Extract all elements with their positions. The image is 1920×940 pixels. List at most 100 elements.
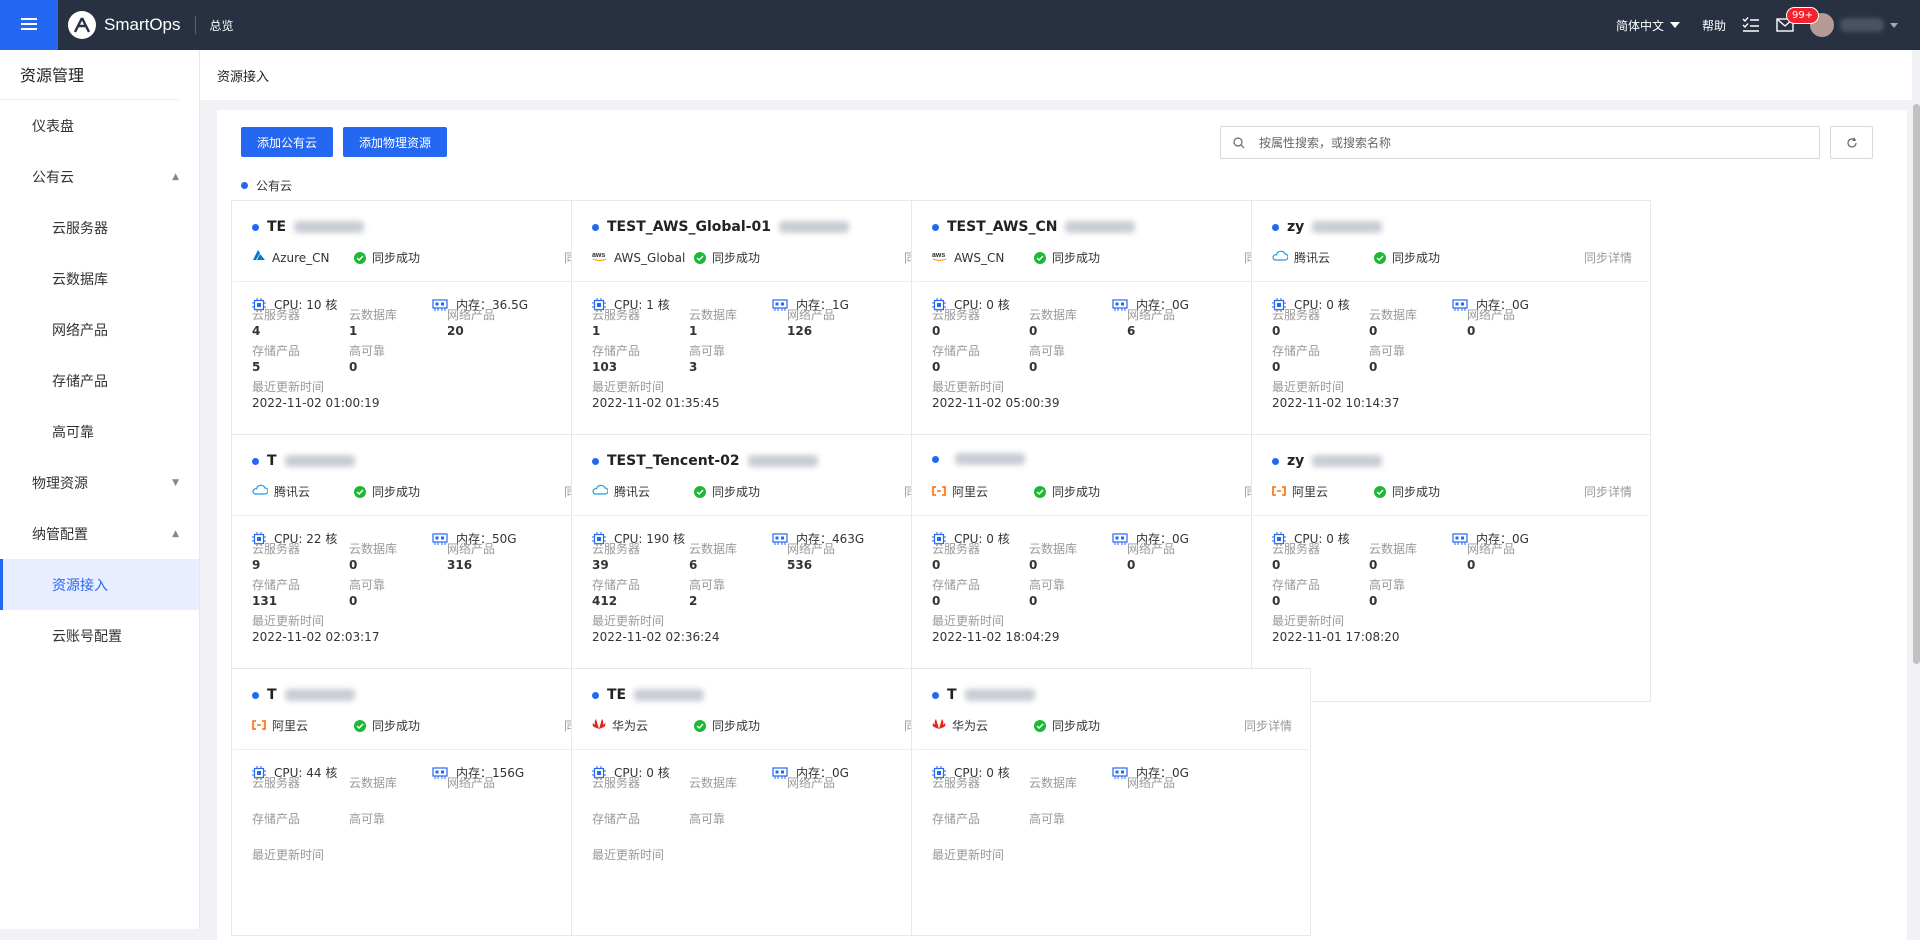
- network-count: 0: [1467, 558, 1476, 572]
- cpu-label: CPU:: [614, 298, 647, 312]
- provider: aws AWS_Global: [592, 250, 694, 265]
- card-title: zy: [1272, 219, 1383, 235]
- card-title: TE: [592, 687, 705, 703]
- ha-count: 0: [349, 360, 358, 374]
- storage-count-label: 存储产品: [932, 578, 981, 592]
- sidebar-item[interactable]: 资源接入: [0, 559, 199, 610]
- help-link[interactable]: 帮助: [1701, 18, 1726, 33]
- card-dot-icon: [592, 457, 599, 465]
- card-name-redacted: [964, 689, 1035, 701]
- sidebar-item[interactable]: 物理资源 ▼: [0, 457, 199, 508]
- provider: 腾讯云: [252, 483, 354, 500]
- sidebar-item-label: 仪表盘: [32, 118, 74, 135]
- memory-icon: [772, 298, 788, 311]
- menu-toggle-button[interactable]: [0, 0, 58, 50]
- cpu-label: CPU:: [274, 298, 307, 312]
- cpu-icon: [592, 297, 606, 312]
- sidebar-item[interactable]: 云数据库: [0, 253, 199, 304]
- sync-detail-link[interactable]: 同步详情: [1243, 719, 1292, 733]
- cloud-account-card[interactable]: TE华为云同步成功同步详情CPU: 0 核内存：0G云服务器云数据库网络产品存储…: [571, 668, 971, 936]
- db-count-label: 云数据库: [689, 308, 738, 322]
- ecs-count-label: 云服务器: [592, 776, 641, 790]
- ecs-count: 1: [592, 324, 601, 338]
- nav-overview-link[interactable]: 总览: [209, 18, 234, 33]
- sidebar-item[interactable]: 公有云 ▲: [0, 151, 199, 202]
- sidebar-item[interactable]: 纳管配置 ▲: [0, 508, 199, 559]
- network-count: 316: [447, 558, 473, 572]
- card-divider: [1253, 281, 1649, 282]
- cpu-icon: [592, 531, 606, 546]
- cpu-label: CPU:: [614, 532, 647, 546]
- sidebar-item[interactable]: 存储产品: [0, 355, 199, 406]
- storage-count: 0: [932, 594, 941, 608]
- sync-detail-link[interactable]: 同步详情: [1583, 251, 1632, 265]
- network-count-label: 网络产品: [787, 308, 836, 322]
- ecs-count-label: 云服务器: [252, 308, 301, 322]
- ha-count-label: 高可靠: [1369, 578, 1406, 592]
- sidebar-item[interactable]: 云服务器: [0, 202, 199, 253]
- cpu-value: 1 核: [646, 298, 670, 312]
- last-updated-value: 2022-11-02 10:14:37: [1272, 396, 1400, 410]
- ecs-count-label: 云服务器: [1272, 308, 1321, 322]
- card-name: TEST_AWS_CN: [947, 219, 1058, 235]
- storage-count: 103: [592, 360, 618, 374]
- network-count-label: 网络产品: [447, 308, 496, 322]
- scrollbar-thumb[interactable]: [1913, 104, 1920, 664]
- memory-label: 内存：: [1136, 766, 1173, 780]
- cloud-account-card[interactable]: TEST_AWS_Global-01awsAWS_Global同步成功同步详情C…: [571, 200, 971, 468]
- scrollbar[interactable]: [1912, 50, 1920, 929]
- add-public-cloud-button[interactable]: 添加公有云: [241, 127, 333, 157]
- ha-count: 2: [689, 594, 698, 608]
- task-list-icon[interactable]: [1742, 17, 1760, 33]
- memory-stat: 内存：0G: [1112, 764, 1292, 781]
- sidebar-item-label: 存储产品: [52, 373, 108, 390]
- cloud-account-card[interactable]: TEST_Tencent-02腾讯云同步成功同步详情CPU: 190 核内存：4…: [571, 434, 971, 702]
- sidebar-item[interactable]: 高可靠: [0, 406, 199, 457]
- add-physical-resource-button[interactable]: 添加物理资源: [343, 127, 447, 157]
- cloud-account-card[interactable]: zy 阿里云 同步成功 同步详情 CPU: 0 核内存：0G 云服务器 0 云数据库 0 网络产品…: [1251, 434, 1651, 702]
- mail-button[interactable]: 99+: [1776, 7, 1820, 32]
- cloud-account-card[interactable]: T腾讯云同步成功同步详情CPU: 22 核内存：50G云服务器9云数据库0网络产…: [231, 434, 631, 702]
- provider-aliyun-icon: [252, 719, 266, 733]
- sync-status-label: 同步成功: [1392, 485, 1441, 499]
- storage-count: 0: [1272, 360, 1281, 374]
- app-logo[interactable]: SmartOps: [68, 0, 181, 50]
- user-menu[interactable]: [1810, 13, 1898, 37]
- network-count-label: 网络产品: [1127, 308, 1176, 322]
- cpu-label: CPU:: [274, 766, 307, 780]
- card-title: T: [252, 687, 355, 703]
- sync-status: 同步成功: [694, 249, 760, 266]
- cpu-stat: CPU: 0 核: [1272, 530, 1452, 547]
- cpu-stat: CPU: 0 核: [592, 764, 772, 781]
- ha-count-label: 高可靠: [349, 344, 386, 358]
- search-input[interactable]: [1259, 135, 1819, 150]
- sidebar-item[interactable]: 仪表盘: [0, 100, 199, 151]
- cloud-account-card[interactable]: T 华为云 同步成功 同步详情 CPU: 0 核内存：0G 云服务器 云数据库 网络产品 存储产…: [911, 668, 1311, 936]
- sidebar-item[interactable]: 云账号配置: [0, 610, 199, 661]
- sync-detail-link[interactable]: 同步详情: [1583, 485, 1632, 499]
- cloud-account-card[interactable]: zy 腾讯云 同步成功 同步详情 CPU: 0 核内存：0G 云服务器 0 云数据库 0 网络产品…: [1251, 200, 1651, 468]
- language-selector[interactable]: 简体中文: [1616, 17, 1680, 34]
- last-updated-label: 最近更新时间: [252, 380, 325, 394]
- db-count: 0: [1029, 324, 1038, 338]
- cpu-label: CPU:: [954, 766, 987, 780]
- memory-value: 463G: [832, 532, 865, 546]
- network-count-label: 网络产品: [787, 776, 836, 790]
- sidebar-item-label: 公有云: [32, 169, 74, 186]
- cpu-stat: CPU: 1 核: [592, 296, 772, 313]
- last-updated-label: 最近更新时间: [592, 848, 665, 862]
- ha-count-label: 高可靠: [1029, 812, 1066, 826]
- network-count-label: 网络产品: [447, 776, 496, 790]
- memory-label: 内存：: [456, 766, 493, 780]
- provider: 腾讯云: [1272, 249, 1374, 266]
- card-divider: [913, 749, 1309, 750]
- card-name: zy: [1287, 453, 1305, 469]
- sync-status: 同步成功: [354, 717, 420, 734]
- sidebar-item[interactable]: 网络产品: [0, 304, 199, 355]
- provider-aws-icon: aws: [932, 250, 948, 265]
- refresh-button[interactable]: [1830, 126, 1873, 159]
